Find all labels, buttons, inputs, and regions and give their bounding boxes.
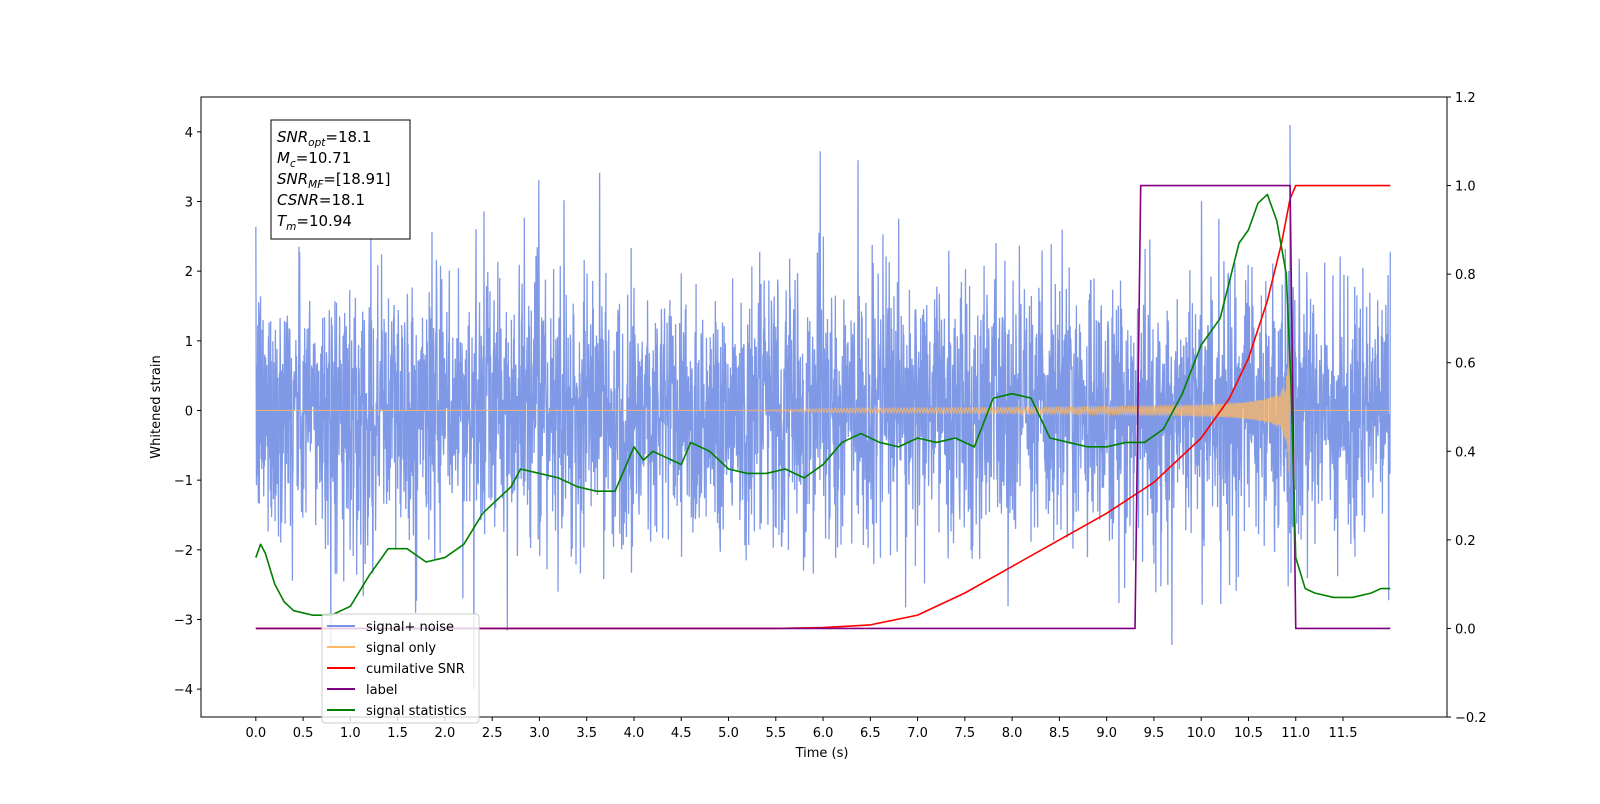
y-axis-label: Whitened strain <box>149 355 164 458</box>
annotation-line: SNRopt=18.1 <box>277 128 371 149</box>
y-tick-label: 1 <box>185 335 193 350</box>
y2-tick-label: 1.0 <box>1455 180 1476 195</box>
x-tick-label: 10.0 <box>1187 726 1216 741</box>
x-tick-label: 7.0 <box>907 726 928 741</box>
series-signal-statistics <box>255 193 1391 616</box>
y-tick-label: −4 <box>174 683 193 698</box>
annotation-frame <box>270 119 411 240</box>
x-tick-label: 1.0 <box>340 726 361 741</box>
y-axis-left: 4 3 2 1 0 −1 −2 −3 −4 <box>174 126 201 698</box>
plot-frame <box>200 96 1448 718</box>
series-signal-only <box>255 343 1391 487</box>
annotation-line: CSNR=18.1 <box>277 191 365 209</box>
x-tick-label: 2.0 <box>435 726 456 741</box>
x-tick-label: 11.0 <box>1281 726 1310 741</box>
x-tick-label: 5.0 <box>718 726 739 741</box>
x-tick-label: 8.5 <box>1049 726 1070 741</box>
x-tick-label: 6.0 <box>813 726 834 741</box>
y2-tick-label: 0.6 <box>1455 357 1476 372</box>
y-axis-right: 1.2 1.0 0.8 0.6 0.4 0.2 0.0 −0.2 <box>1447 91 1487 726</box>
annotation-line: SNRMF=[18.91] <box>277 170 391 191</box>
y-tick-label: 4 <box>185 126 193 141</box>
y-tick-label: −3 <box>174 613 193 628</box>
y2-tick-label: 1.2 <box>1455 91 1476 106</box>
legend-entry: label <box>366 683 397 698</box>
x-tick-label: 11.5 <box>1329 726 1358 741</box>
x-axis: 0.0 0.5 1.0 1.5 2.0 2.5 3.0 3.5 4.0 4.5 5.0 5.5 6.0 6… <box>245 717 1357 741</box>
x-tick-label: 0.5 <box>293 726 314 741</box>
x-tick-label: 0.0 <box>245 726 266 741</box>
y2-tick-label: 0.4 <box>1455 445 1476 460</box>
annotation-line: Mc=10.71 <box>277 149 351 170</box>
y2-tick-label: 0.0 <box>1455 622 1476 637</box>
y-tick-label: −2 <box>174 544 193 559</box>
x-tick-label: 2.5 <box>482 726 503 741</box>
x-tick-label: 4.5 <box>671 726 692 741</box>
x-tick-label: 5.5 <box>765 726 786 741</box>
legend-entry: cumilative SNR <box>366 662 465 677</box>
x-tick-label: 3.0 <box>529 726 550 741</box>
y-tick-label: 3 <box>185 195 193 210</box>
y2-tick-label: 0.8 <box>1455 268 1476 283</box>
x-tick-label: 9.5 <box>1144 726 1165 741</box>
stats-annotation-box: SNRopt=18.1Mc=10.71SNRMF=[18.91]CSNR=18.… <box>270 119 411 240</box>
x-tick-label: 3.5 <box>576 726 597 741</box>
legend: signal+ noise signal only cumilative SNR la… <box>321 613 480 724</box>
y-tick-label: −1 <box>174 474 193 489</box>
y2-tick-label: −0.2 <box>1455 711 1487 726</box>
x-tick-label: 7.5 <box>955 726 976 741</box>
legend-entry: signal statistics <box>366 704 467 719</box>
series-cumulative-snr <box>255 184 1391 630</box>
x-tick-label: 1.5 <box>387 726 408 741</box>
legend-frame <box>321 613 480 724</box>
y2-tick-label: 0.2 <box>1455 534 1476 549</box>
y-tick-label: 2 <box>185 265 193 280</box>
x-tick-label: 6.5 <box>860 726 881 741</box>
series-label <box>255 184 1391 630</box>
x-tick-label: 10.5 <box>1234 726 1263 741</box>
legend-entry: signal only <box>366 641 436 656</box>
x-axis-label: Time (s) <box>795 746 849 761</box>
x-tick-label: 9.0 <box>1096 726 1117 741</box>
legend-entry: signal+ noise <box>366 620 454 635</box>
series-signal-noise <box>255 124 1391 690</box>
y-tick-label: 0 <box>185 404 193 419</box>
x-tick-label: 8.0 <box>1002 726 1023 741</box>
annotation-line: Tm=10.94 <box>277 212 352 233</box>
series-layer <box>255 124 1391 690</box>
x-tick-label: 4.0 <box>624 726 645 741</box>
